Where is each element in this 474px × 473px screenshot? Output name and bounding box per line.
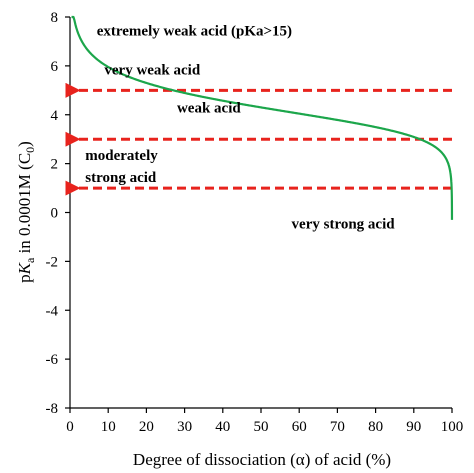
y-tick-label: -8 — [46, 401, 59, 417]
y-axis-title-middle: in 0.0001M (C — [15, 153, 34, 258]
x-tick-label: 70 — [330, 419, 345, 435]
y-tick-label: 0 — [51, 206, 59, 222]
x-tick-label: 50 — [254, 419, 269, 435]
y-tick-label: -4 — [46, 303, 59, 319]
series-layer — [71, 15, 454, 220]
y-axis-title-close: ) — [15, 141, 34, 147]
y-tick-label: -6 — [46, 352, 59, 368]
x-tick-label: 20 — [139, 419, 154, 435]
region-label: very strong acid — [292, 216, 396, 232]
x-tick-label: 30 — [177, 419, 192, 435]
y-tick-label: 8 — [51, 10, 59, 26]
x-tick-label: 0 — [66, 419, 74, 435]
axes — [65, 16, 453, 413]
reference-arrows — [65, 82, 452, 196]
y-tick-label: 2 — [51, 157, 59, 173]
region-label: extremely weak acid (pKa>15) — [97, 23, 292, 39]
region-label: moderately — [85, 148, 158, 164]
series-line — [71, 15, 454, 220]
x-tick-label: 100 — [441, 419, 464, 435]
x-tick-label: 40 — [215, 419, 230, 435]
y-tick-label: 6 — [51, 59, 59, 75]
x-tick-label: 90 — [406, 419, 421, 435]
y-tick-label: -2 — [46, 254, 59, 270]
y-axis-title-a: a — [23, 257, 37, 263]
y-axis-title-zero: 0 — [23, 147, 37, 153]
x-tick-label: 60 — [292, 419, 307, 435]
region-label: weak acid — [177, 100, 241, 116]
region-label: strong acid — [85, 170, 157, 186]
y-axis-title-k: K — [15, 261, 34, 275]
x-axis-title: Degree of dissociation (α) of acid (%) — [133, 450, 391, 469]
region-label: very weak acid — [104, 62, 200, 78]
y-axis-title: pKa in 0.0001M (C0) — [15, 141, 37, 283]
y-tick-label: 4 — [51, 108, 59, 124]
x-tick-label: 80 — [368, 419, 383, 435]
annotations: extremely weak acid (pKa>15) very weak ac… — [85, 23, 395, 232]
y-axis-title-prefix: p — [15, 274, 34, 283]
x-tick-label: 10 — [101, 419, 116, 435]
